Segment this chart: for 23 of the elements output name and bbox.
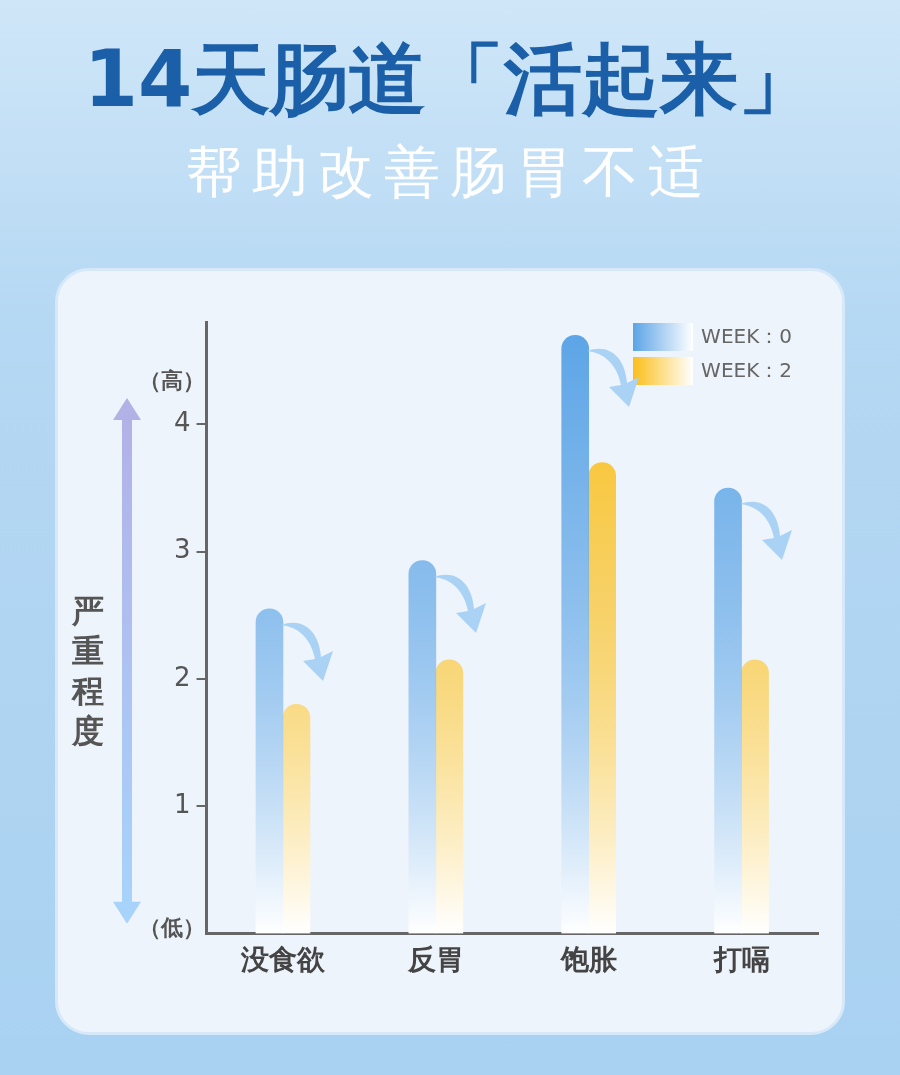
legend-label: WEEK：2 xyxy=(701,357,792,385)
x-tick-label: 反胃 xyxy=(406,943,464,977)
text: （低） xyxy=(138,915,205,941)
bar xyxy=(714,487,742,934)
bar xyxy=(561,335,590,934)
text: （高） xyxy=(138,368,205,394)
legend-label: WEEK：0 xyxy=(701,323,792,351)
x-tick-label: 没食欲 xyxy=(239,943,326,977)
chart-title: 14天肠道「活起来」 xyxy=(82,33,818,126)
x-tick-label: 打嗝 xyxy=(712,943,770,977)
bar xyxy=(282,704,311,934)
y-axis-title: 严重程度 xyxy=(72,591,105,751)
y-tick-label: 2 xyxy=(174,661,191,692)
chart-subtitle: 帮助改善肠胃不适 xyxy=(185,138,715,206)
y-tick-label: 1 xyxy=(174,788,191,819)
bar xyxy=(255,608,284,934)
bar xyxy=(408,560,437,934)
bar xyxy=(741,659,769,934)
x-tick-label: 饱胀 xyxy=(559,943,618,977)
bar xyxy=(435,659,464,934)
y-tick-label: 3 xyxy=(174,534,191,565)
bar xyxy=(588,462,617,934)
y-tick-label: 4 xyxy=(174,407,191,438)
